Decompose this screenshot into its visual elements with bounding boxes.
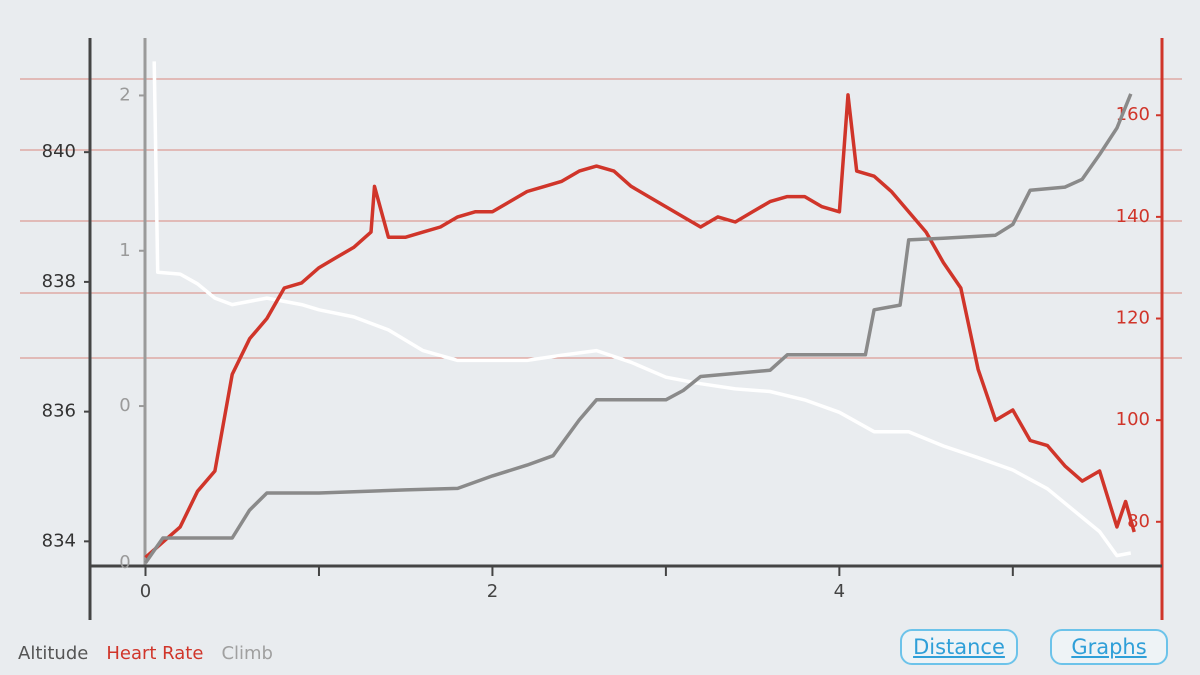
legend-entry: Altitude [18, 643, 88, 664]
x-tick-label: 0 [140, 581, 151, 602]
y3-tick-label: 0 [119, 395, 130, 416]
y2-tick-label: 100 [1116, 409, 1150, 430]
y2-tick-label: 120 [1116, 308, 1150, 329]
graphs-button[interactable]: Graphs [1050, 629, 1168, 665]
y-tick-label: 834 [42, 530, 76, 551]
y-tick-label: 840 [42, 141, 76, 162]
legend-entry: Climb [221, 643, 273, 664]
distance-button[interactable]: Distance [900, 629, 1018, 665]
y-tick-label: 838 [42, 271, 76, 292]
series-line [152, 61, 1132, 558]
x-tick-label: 4 [834, 581, 845, 602]
series-line [144, 93, 1133, 564]
legend: Altitude Heart Rate Climb [18, 643, 273, 664]
y2-tick-label: 140 [1116, 206, 1150, 227]
y-tick-label: 836 [42, 401, 76, 422]
y3-tick-label: 2 [119, 84, 130, 105]
y3-origin-label: 0 [119, 552, 130, 573]
y3-tick-label: 1 [119, 240, 130, 261]
legend-entry: Heart Rate [106, 643, 203, 664]
series-line [144, 93, 1136, 559]
x-tick-label: 2 [487, 581, 498, 602]
decor-lines [20, 78, 1182, 359]
